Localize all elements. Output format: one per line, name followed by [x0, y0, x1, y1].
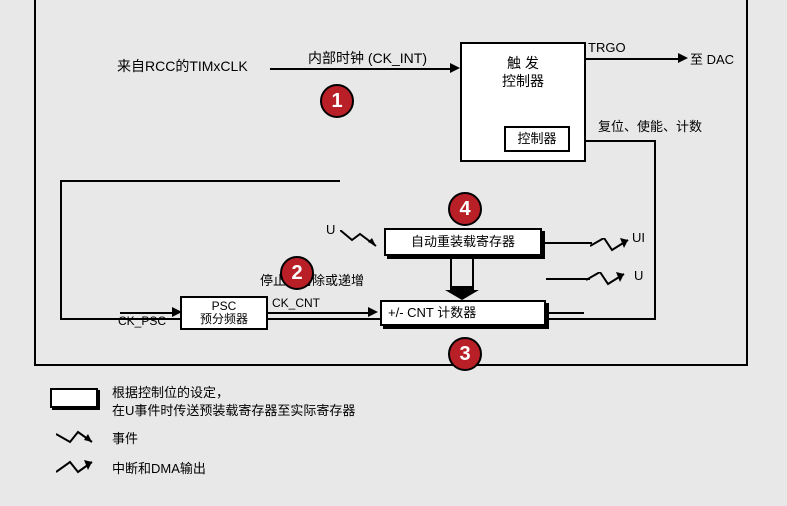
- line-cnt-out: [546, 312, 584, 314]
- source-clk-label: 来自RCC的TIMxCLK: [117, 56, 248, 76]
- ui-label: UI: [632, 230, 645, 245]
- legend-event-text: 事件: [112, 428, 138, 447]
- cnt-text: +/- CNT 计数器: [388, 305, 476, 322]
- line-ar-out: [544, 242, 592, 244]
- line-rec-v1: [654, 140, 656, 320]
- line-ckpsc: [120, 312, 174, 314]
- badge-1: 1: [320, 84, 354, 118]
- line-trgo: [586, 58, 681, 60]
- psc-text: PSC 预分频器: [200, 300, 248, 326]
- internal-clk-label: 内部时钟 (CK_INT): [308, 48, 427, 68]
- auto-reload-text: 自动重装载寄存器: [411, 234, 515, 251]
- legend-dma-icon: [56, 460, 96, 476]
- u-label-2: U: [634, 268, 643, 283]
- auto-reload-box: 自动重装载寄存器: [384, 228, 542, 256]
- controller-inner-box: 控制器: [504, 126, 570, 152]
- badge-4: 4: [448, 192, 482, 226]
- badge-1-text: 1: [331, 90, 342, 113]
- legend-preload-text: 根据控制位的设定， 在U事件时传送预装载寄存器至实际寄存器: [112, 384, 355, 420]
- arrow-clk: [450, 63, 460, 73]
- line-clk: [270, 68, 450, 70]
- arrow-ckcnt: [368, 307, 378, 317]
- psc-box: PSC 预分频器: [180, 296, 268, 330]
- controller-text: 控制器: [517, 131, 556, 148]
- zigzag-u2: [586, 272, 628, 290]
- double-arrow-reload-cnt: [445, 256, 481, 300]
- legend-preload-box: [50, 388, 98, 408]
- zigzag-u1: [340, 230, 380, 248]
- badge-4-text: 4: [459, 198, 470, 221]
- badge-2-text: 2: [291, 262, 302, 285]
- line-rec-v2: [60, 180, 62, 320]
- zigzag-ui: [590, 238, 632, 256]
- arrow-trgo: [678, 53, 688, 63]
- line-ckcnt: [268, 312, 370, 314]
- line-rec-h1: [586, 140, 656, 142]
- u-label-1: U: [326, 222, 335, 237]
- reset-enable-label: 复位、使能、计数: [598, 116, 702, 135]
- ck-cnt-label: CK_CNT: [272, 296, 320, 310]
- to-dac-label: 至 DAC: [690, 49, 734, 68]
- cnt-box: +/- CNT 计数器: [380, 300, 546, 326]
- legend-dma-text: 中断和DMA输出: [112, 458, 206, 477]
- ck-psc-label: CK_PSC: [118, 314, 166, 328]
- badge-3-text: 3: [459, 343, 470, 366]
- trgo-label: TRGO: [588, 40, 626, 55]
- badge-2: 2: [280, 256, 314, 290]
- line-cnt-out2: [546, 278, 590, 280]
- legend-event-icon: [56, 430, 96, 446]
- trigger-ctrl-text: 触 发 控制器: [502, 54, 544, 90]
- line-rec-h3: [60, 180, 340, 182]
- badge-3: 3: [448, 337, 482, 371]
